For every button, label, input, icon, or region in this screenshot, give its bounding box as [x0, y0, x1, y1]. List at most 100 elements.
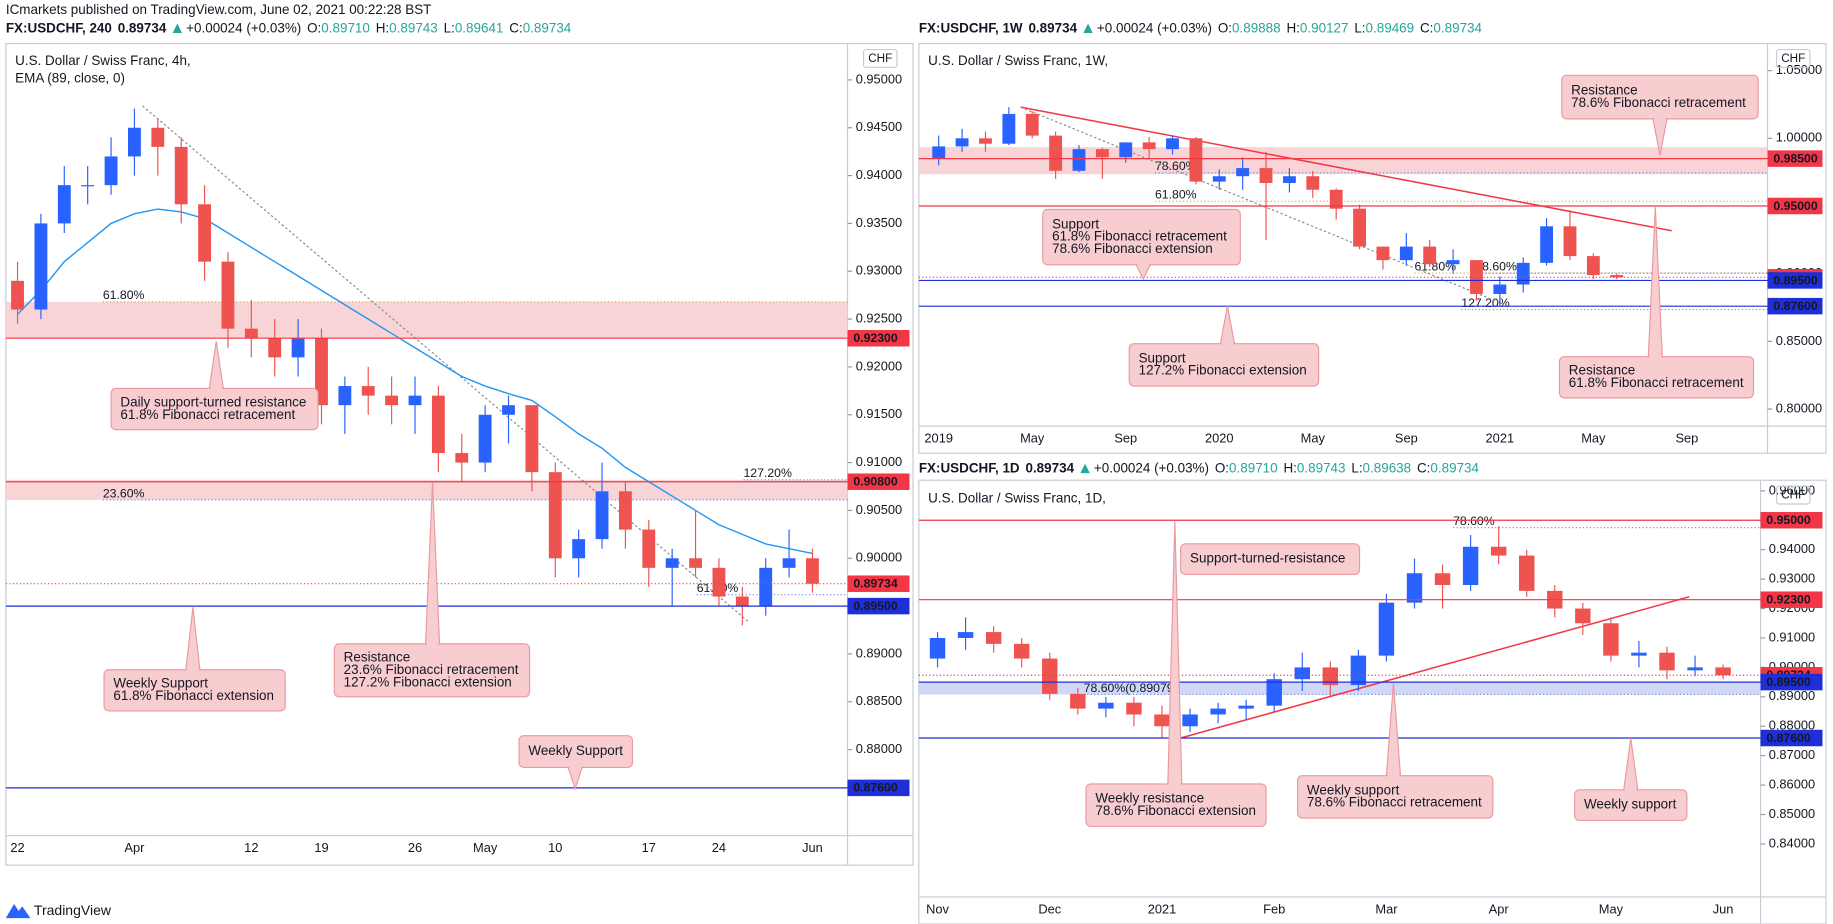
callout-text: Weekly Support	[528, 743, 623, 758]
ohlc-value: 0.89734	[523, 20, 572, 35]
candle-body	[1631, 652, 1647, 656]
candle-body	[979, 138, 992, 144]
fib-label: 23.60%	[103, 486, 145, 500]
ohlc-value: 0.89743	[389, 20, 438, 35]
y-tick-label: 0.92000	[856, 358, 902, 373]
x-tick-label: Apr	[1489, 901, 1510, 916]
level-label: 0.90800	[853, 475, 897, 489]
y-tick-label: 0.91000	[1769, 629, 1815, 644]
candle-body	[1490, 546, 1507, 556]
x-tick-label: Jun	[802, 840, 823, 855]
callout-text: 78.6% Fibonacci extension	[1095, 803, 1256, 818]
x-tick-label: May	[1020, 430, 1045, 445]
x-tick-label: 2020	[1205, 430, 1234, 445]
y-tick-label: 0.85000	[1769, 806, 1815, 821]
ohlc-key: O:	[1218, 20, 1232, 35]
candle-body	[1493, 284, 1507, 294]
level-label: 0.89500	[1773, 273, 1817, 287]
fib-label: 127.20%	[1461, 296, 1509, 310]
up-arrow	[1080, 463, 1090, 474]
candle-body	[1687, 667, 1703, 671]
x-tick-label: 24	[712, 840, 726, 855]
candle-body	[689, 558, 702, 568]
candle-body	[1182, 714, 1198, 727]
candle-body	[221, 261, 235, 329]
candle-body	[81, 185, 95, 187]
y-tick-label: 0.85000	[1776, 333, 1822, 348]
level-label-bg	[1760, 512, 1823, 529]
ohlc-value: 0.89888	[1232, 20, 1281, 35]
candle-body	[1306, 176, 1320, 190]
ohlc-key: O:	[307, 20, 321, 35]
level-label: 0.92300	[853, 331, 897, 345]
candle-body	[1189, 138, 1203, 182]
currency-box	[1775, 485, 1811, 505]
callout-text: Resistance	[1569, 363, 1635, 378]
ohlc-key: C:	[1417, 460, 1430, 475]
candle-body	[1238, 705, 1254, 709]
fib-label: 78.60%	[1155, 159, 1197, 173]
y-tick-label: 0.91500	[856, 406, 902, 421]
level-label-bg	[1760, 729, 1823, 747]
level-label-bg	[1767, 272, 1823, 289]
callout-text: 127.2% Fibonacci extension	[1139, 363, 1307, 378]
ohlc-key: L:	[1351, 460, 1362, 475]
callout-text: Weekly Support	[113, 676, 208, 691]
level-label: 0.95000	[1766, 513, 1810, 527]
ohlc-key: C:	[509, 20, 522, 35]
up-arrow	[1083, 23, 1093, 33]
level-label-bg	[847, 473, 910, 490]
x-tick-label: 2021	[1486, 430, 1515, 445]
x-tick-label: 2021	[1148, 901, 1177, 916]
ohlc-key: C:	[1420, 20, 1433, 35]
y-tick-label: 0.89000	[1769, 688, 1815, 703]
candle-body	[268, 338, 282, 358]
y-tick-label: 0.94500	[856, 119, 902, 134]
candle-body	[431, 395, 445, 454]
x-tick-label: May	[1301, 430, 1326, 445]
callout-text: Support	[1139, 350, 1186, 365]
last-price: 0.89734	[118, 20, 167, 35]
y-tick-label: 0.90500	[856, 502, 902, 517]
ohlc-value: 0.90127	[1300, 20, 1349, 35]
candle-body	[1586, 256, 1600, 276]
candle-body	[478, 414, 492, 463]
zone	[5, 301, 848, 339]
level-label: 0.92300	[1766, 593, 1810, 607]
x-tick-label: 17	[642, 840, 656, 855]
chart-frame	[918, 479, 1827, 924]
chart-title: U.S. Dollar / Swiss Franc, 1D,	[928, 491, 1106, 506]
candle-body	[782, 558, 796, 568]
callout-text: Support-turned-resistance	[1190, 551, 1345, 566]
change: +0.00024 (+0.03%)	[186, 20, 301, 35]
y-tick-label: 0.93500	[856, 215, 902, 230]
callout-text: Weekly resistance	[1095, 790, 1204, 805]
candle-body	[1446, 260, 1460, 265]
candle-body	[1519, 555, 1535, 591]
candle-body	[1119, 142, 1133, 158]
candle-body	[1049, 135, 1063, 171]
candle-body	[1350, 655, 1367, 686]
x-tick-label: May	[473, 840, 498, 855]
fib-label: 78.60%	[1453, 514, 1495, 528]
candle-body	[1025, 113, 1039, 136]
publisher-line: ICmarkets published on TradingView.com, …	[6, 2, 432, 17]
candle-body	[1210, 708, 1226, 715]
candle-body	[572, 539, 586, 559]
x-tick-label: Sep	[1114, 430, 1137, 445]
candle-body	[642, 529, 656, 568]
y-tick-label: 0.95000	[856, 71, 902, 86]
candle-body	[1353, 208, 1366, 247]
callout-text: 23.6% Fibonacci retracement	[344, 662, 519, 677]
callout-text: Resistance	[344, 650, 410, 665]
zone	[5, 479, 848, 500]
fib-label: 78.60%(0.89079)	[1084, 681, 1178, 695]
candle-body	[955, 138, 969, 147]
candle-body	[1098, 702, 1114, 709]
ohlc-key: H:	[1283, 460, 1296, 475]
ohlc-value: 0.89638	[1363, 460, 1412, 475]
currency: CHF	[1781, 52, 1805, 65]
callout-text: Weekly support	[1307, 782, 1400, 797]
candle-body	[1266, 679, 1282, 706]
